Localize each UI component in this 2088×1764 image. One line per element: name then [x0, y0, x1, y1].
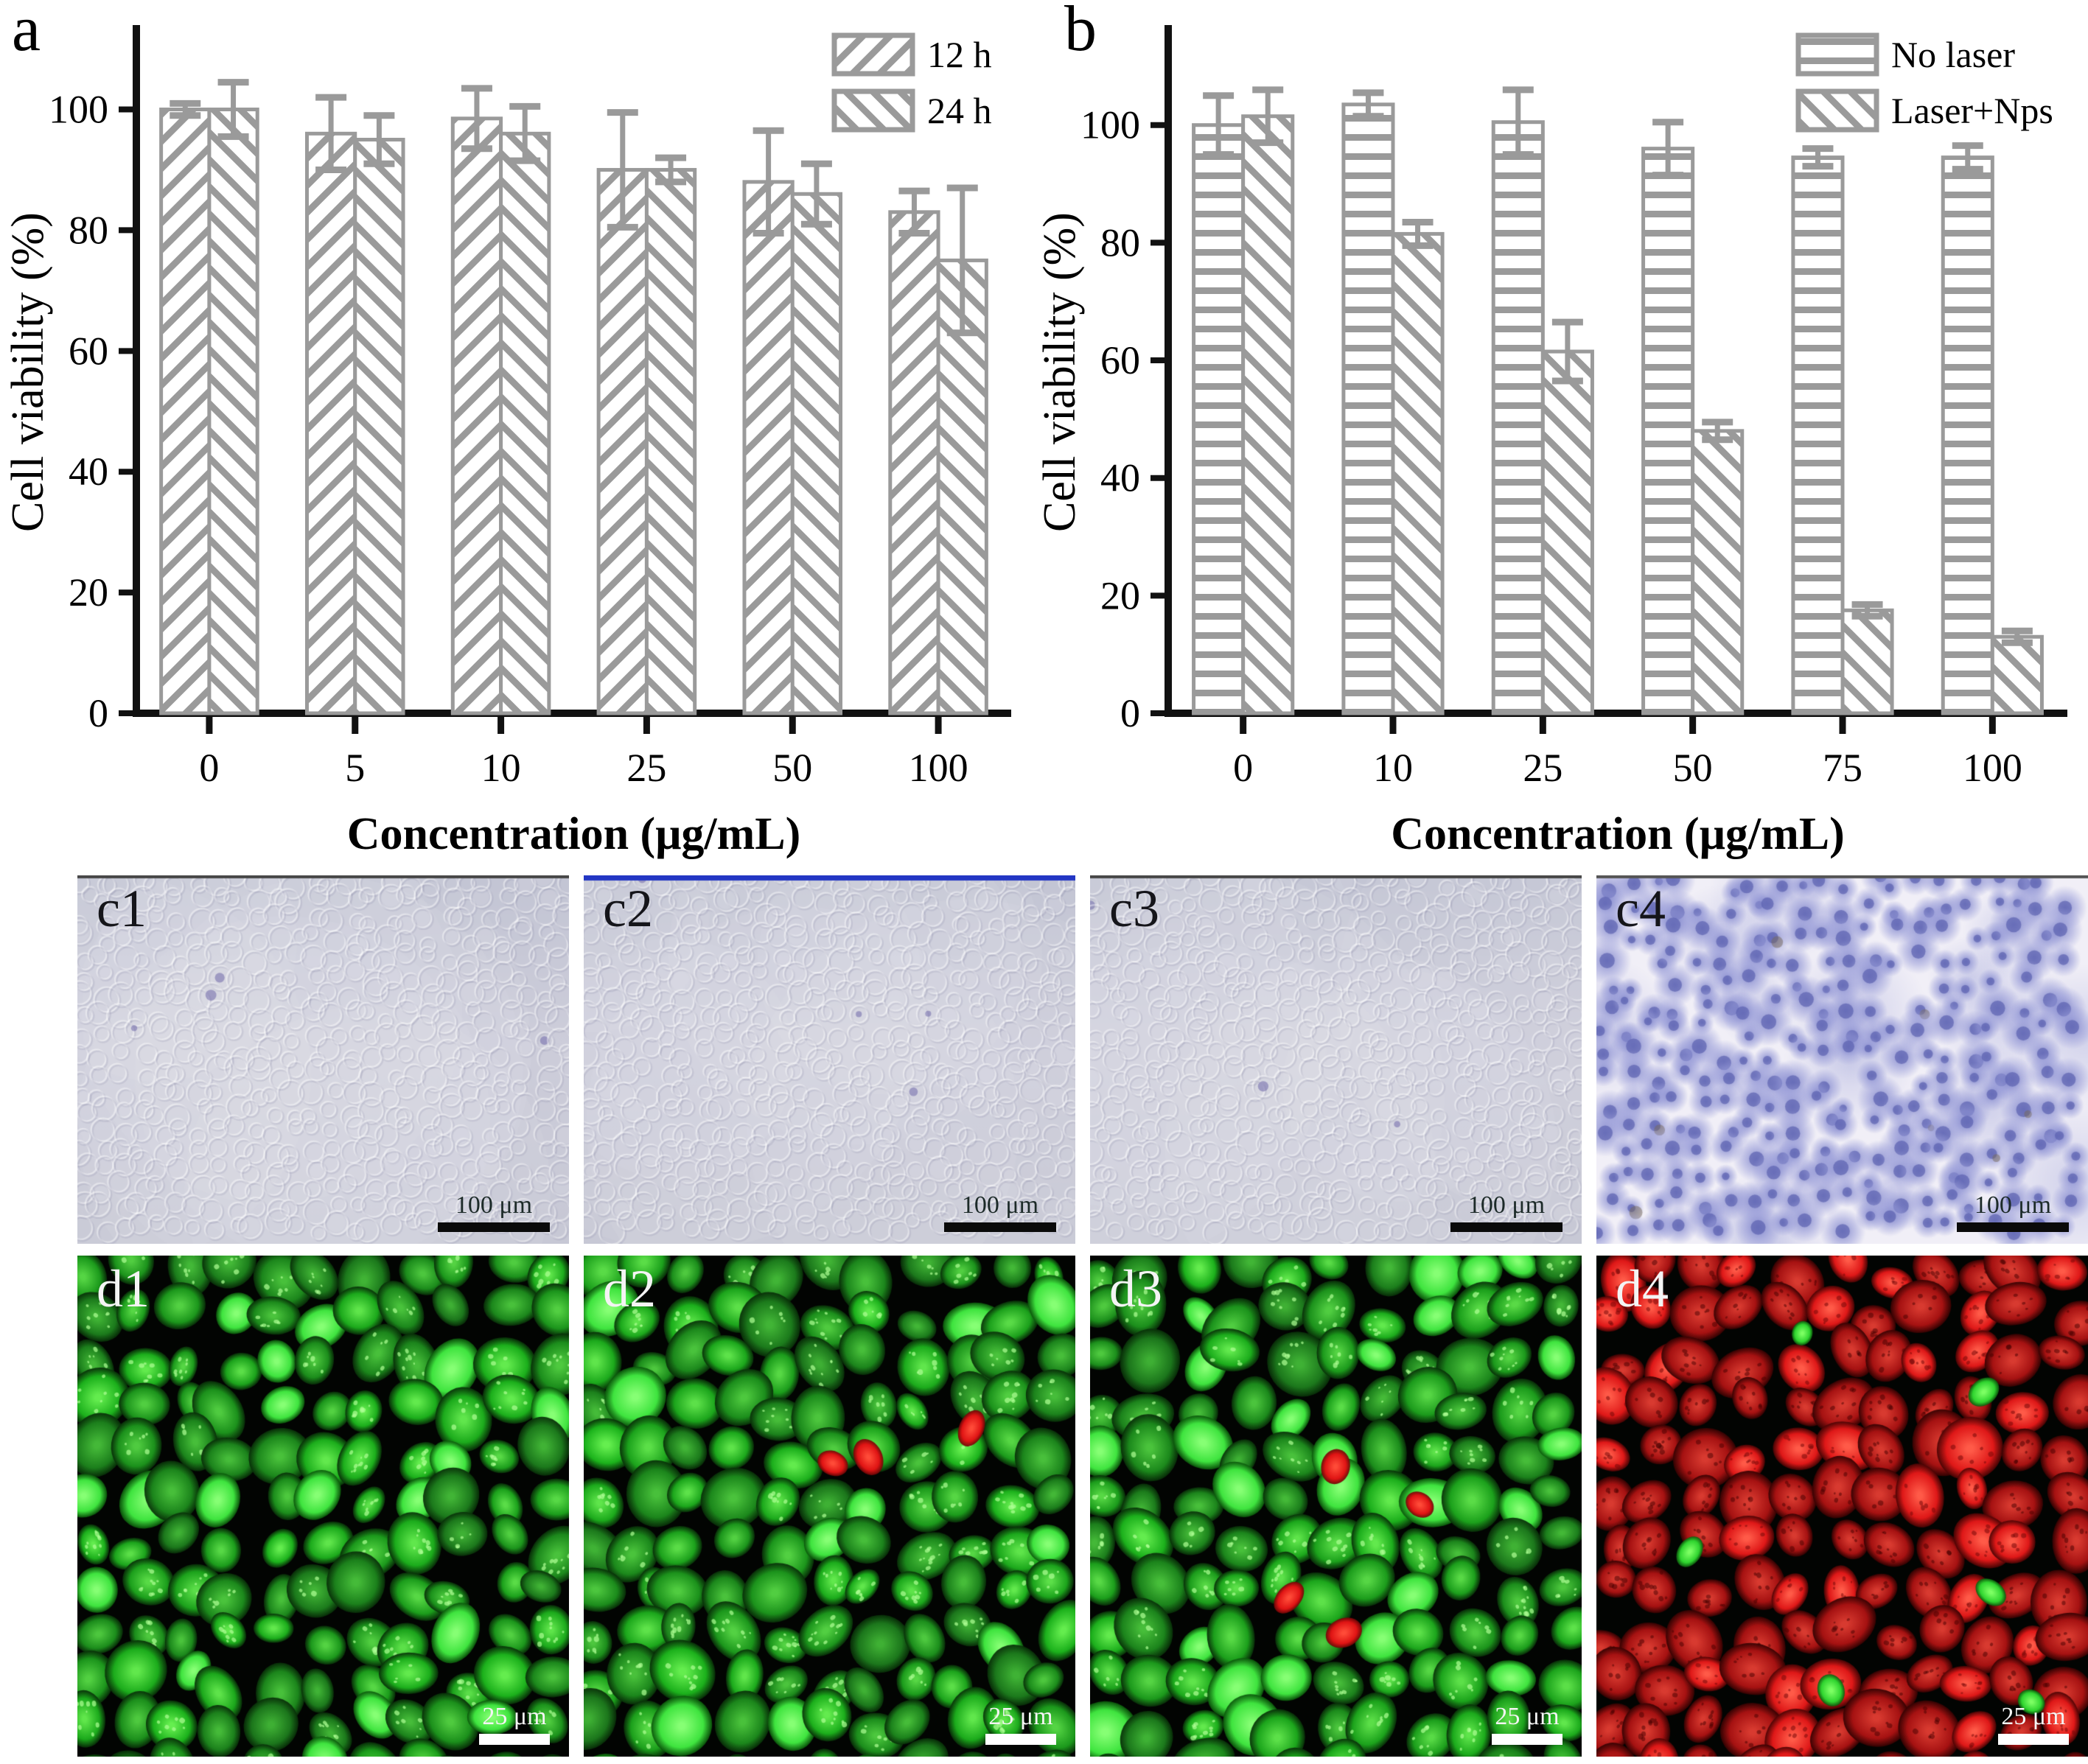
micrograph-label: c4 — [1616, 879, 1666, 938]
svg-text:10: 10 — [481, 746, 521, 790]
scalebar-line — [985, 1734, 1056, 1745]
chart-a-bar-chart: 0 20 40 60 80 100 Cell viability (%) 0 5 10 25 50 10… — [3, 25, 1011, 859]
svg-text:100: 100 — [909, 746, 968, 790]
scalebar-line — [438, 1222, 550, 1232]
scalebar: 25 μm — [1998, 1703, 2069, 1745]
micrograph-d3-image — [1090, 1256, 1582, 1757]
svg-text:0: 0 — [1233, 746, 1253, 790]
svg-text:5: 5 — [345, 746, 365, 790]
scalebar-line — [1492, 1734, 1562, 1745]
svg-text:0: 0 — [88, 691, 108, 735]
scalebar-text: 100 μm — [1467, 1191, 1546, 1219]
scalebar: 25 μm — [1492, 1703, 1562, 1745]
svg-text:24 h: 24 h — [927, 90, 992, 131]
svg-text:0: 0 — [199, 746, 219, 790]
micrograph-d2-image — [584, 1256, 1075, 1757]
micrograph-c1: c1 100 μm — [77, 875, 569, 1244]
micrograph-c3: c3 100 μm — [1090, 875, 1582, 1244]
micrograph-d4-image — [1596, 1256, 2088, 1757]
scalebar-text: 100 μm — [961, 1191, 1039, 1219]
micrograph-d4: d4 25 μm — [1596, 1256, 2088, 1757]
svg-text:50: 50 — [772, 746, 812, 790]
charts-row: a 0 20 40 60 80 100 Cell viability (%) 0 5 10 25 50… — [0, 0, 2088, 869]
svg-text:0: 0 — [1120, 691, 1140, 735]
svg-text:40: 40 — [69, 449, 108, 494]
scalebar-line — [1450, 1222, 1562, 1232]
scalebar-text: 100 μm — [455, 1191, 533, 1219]
svg-text:Concentration (μg/mL): Concentration (μg/mL) — [347, 809, 800, 859]
brightfield-row: c1 100 μm c2 100 μm c3 100 μm c4 — [0, 875, 2088, 1244]
svg-text:100: 100 — [49, 88, 108, 132]
svg-text:Laser+Nps: Laser+Nps — [1891, 90, 2053, 131]
svg-text:No laser: No laser — [1891, 34, 2015, 75]
svg-text:12 h: 12 h — [927, 34, 992, 75]
svg-text:50: 50 — [1673, 746, 1713, 790]
micrograph-d2: d2 25 μm — [584, 1256, 1075, 1757]
micrograph-label: d3 — [1109, 1259, 1162, 1318]
micrograph-c2: c2 100 μm — [584, 875, 1075, 1244]
micrograph-label: d1 — [97, 1259, 150, 1318]
micrograph-c1-image — [77, 875, 569, 1244]
panel-a-letter: a — [12, 0, 41, 65]
svg-text:100: 100 — [1963, 746, 2022, 790]
svg-text:20: 20 — [1100, 573, 1140, 617]
scalebar: 100 μm — [1450, 1191, 1562, 1232]
svg-text:80: 80 — [1100, 220, 1140, 265]
panel-a: a 0 20 40 60 80 100 Cell viability (%) 0 5 10 25 50… — [0, 0, 1032, 869]
micrograph-c4: c4 100 μm — [1596, 875, 2088, 1244]
panel-b-letter: b — [1064, 0, 1097, 65]
micrograph-label: c1 — [97, 879, 147, 938]
svg-text:25: 25 — [1523, 746, 1562, 790]
svg-text:100: 100 — [1080, 103, 1140, 147]
svg-text:60: 60 — [1100, 338, 1140, 382]
scalebar-text: 25 μm — [1495, 1703, 1560, 1730]
svg-text:Cell viability (%): Cell viability (%) — [1035, 212, 1085, 532]
panel-b: b 0 20 40 60 80 100 Cell viability (%) 0 10 25 50 7… — [1032, 0, 2088, 869]
scalebar-text: 25 μm — [482, 1703, 547, 1730]
svg-text:20: 20 — [69, 570, 108, 615]
micrograph-c2-image — [584, 875, 1075, 1244]
scalebar-line — [944, 1222, 1056, 1232]
micrograph-d1: d1 25 μm — [77, 1256, 569, 1757]
micrograph-c4-image — [1596, 875, 2088, 1244]
micrograph-label: c2 — [603, 879, 653, 938]
scalebar-line — [1998, 1734, 2069, 1745]
scalebar-line — [1957, 1222, 2069, 1232]
svg-text:10: 10 — [1373, 746, 1413, 790]
micrograph-label: d2 — [603, 1259, 656, 1318]
svg-text:40: 40 — [1100, 456, 1140, 500]
scalebar: 100 μm — [1957, 1191, 2069, 1232]
svg-text:60: 60 — [69, 329, 108, 373]
scalebar: 100 μm — [438, 1191, 550, 1232]
scalebar-line — [479, 1734, 550, 1745]
svg-text:75: 75 — [1823, 746, 1862, 790]
svg-text:Concentration (μg/mL): Concentration (μg/mL) — [1391, 809, 1844, 859]
scalebar: 100 μm — [944, 1191, 1056, 1232]
micrograph-d3: d3 25 μm — [1090, 1256, 1582, 1757]
micrograph-label: d4 — [1616, 1259, 1669, 1318]
scalebar-text: 25 μm — [988, 1703, 1053, 1730]
svg-text:25: 25 — [626, 746, 666, 790]
svg-text:80: 80 — [69, 208, 108, 252]
scalebar: 25 μm — [985, 1703, 1056, 1745]
micrograph-d1-image — [77, 1256, 569, 1757]
fluorescence-row: d1 25 μm d2 25 μm d3 25 μm d4 — [0, 1256, 2088, 1757]
svg-text:Cell viability (%): Cell viability (%) — [3, 212, 53, 532]
scalebar: 25 μm — [479, 1703, 550, 1745]
scalebar-text: 100 μm — [1974, 1191, 2052, 1219]
chart-b-bar-chart: 0 20 40 60 80 100 Cell viability (%) 0 10 25 50 75 1… — [1035, 25, 2067, 859]
micrograph-label: c3 — [1109, 879, 1159, 938]
micrograph-c3-image — [1090, 875, 1582, 1244]
scalebar-text: 25 μm — [2001, 1703, 2066, 1730]
